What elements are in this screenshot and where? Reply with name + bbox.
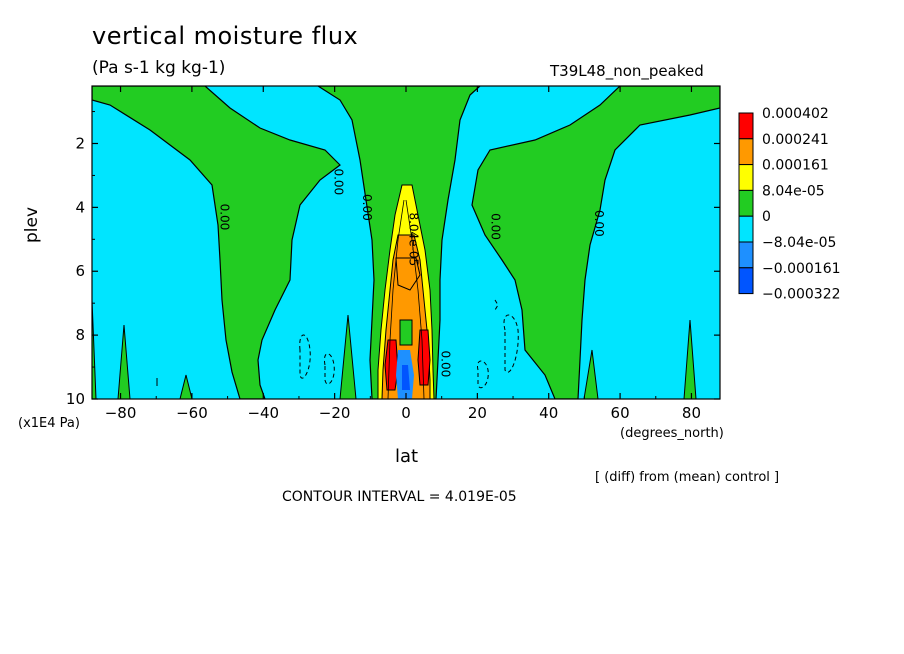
legend-swatch: [738, 241, 754, 269]
x-axis-label: lat: [395, 446, 419, 467]
x-tick-label: −40: [247, 404, 279, 422]
legend-level-label: 0.000241: [762, 132, 829, 148]
y-axis-unit: (x1E4 Pa): [18, 416, 80, 431]
legend-level-label: 0.000402: [762, 106, 829, 122]
x-axis: −80 −60 −40 −20 0 20 40 60 80: [105, 86, 701, 422]
run-name: T39L48_non_peaked: [550, 62, 704, 80]
neg-contour-4: [476, 360, 489, 389]
y-tick-label: 6: [75, 262, 85, 280]
y-axis: 2 4 6 8 10: [66, 111, 720, 408]
contour-label: 0.00: [332, 168, 346, 195]
spike-2: [179, 374, 193, 399]
spike-3: [339, 314, 357, 399]
y-tick-label: 2: [75, 134, 85, 152]
y-tick-label: 8: [75, 326, 85, 344]
pos-contour-inner: [405, 199, 425, 399]
contour-interval: CONTOUR INTERVAL = 4.019E-05: [282, 489, 517, 505]
contour-labels: 0.00 0.00 0.00 0.00 0.00 8.04e-05 0.00: [217, 168, 606, 377]
colorbar-legend: 0.000402 0.000241 0.000161 8.04e-05 0 −8.04e-…: [738, 106, 841, 303]
chart-title: vertical moisture flux: [92, 22, 359, 50]
positive-region-left: [92, 86, 341, 399]
legend-level-label: 0.000161: [762, 158, 829, 174]
x-axis-unit: (degrees_north): [620, 426, 724, 441]
contour-label: 0.00: [489, 213, 503, 240]
x-tick-label: −60: [176, 404, 208, 422]
spike-4: [583, 349, 599, 399]
contour-label: 8.04e-05: [407, 212, 421, 266]
y-tick-label: 4: [75, 198, 85, 216]
spike-6: [92, 299, 97, 399]
plot-area: [92, 86, 720, 399]
x-tick-label: 60: [611, 404, 630, 422]
y-tick-label: 10: [66, 390, 85, 408]
legend-level-label: −8.04e-05: [762, 235, 836, 251]
max-region-left: [384, 339, 399, 391]
contour-label: 0.00: [360, 194, 374, 221]
legend-level-label: −0.000322: [762, 287, 841, 303]
legend-level-label: −0.000161: [762, 261, 841, 277]
x-tick-label: 80: [682, 404, 701, 422]
x-tick-label: −80: [105, 404, 137, 422]
x-tick-label: 0: [401, 404, 411, 422]
x-tick-label: 40: [539, 404, 558, 422]
legend-level-label: 0: [762, 209, 771, 225]
pos-contour-inner-2: [387, 199, 405, 399]
max-region-right: [417, 329, 431, 386]
contour-label: 0.00: [439, 351, 453, 378]
spike-5: [683, 319, 697, 399]
neg-contour-3: [503, 314, 519, 373]
x-tick-label: 20: [468, 404, 487, 422]
legend-level-label: 8.04e-05: [762, 183, 825, 199]
legend-swatch: [738, 112, 754, 140]
contour-label: 0.00: [217, 204, 231, 231]
neg-contour-5: [494, 299, 499, 311]
legend-swatch: [738, 164, 754, 191]
legend-swatch: [738, 267, 754, 295]
legend-swatch: [738, 215, 754, 243]
legend-swatch: [738, 138, 754, 166]
positive-region-orange-peak: [395, 257, 421, 291]
x-tick-label: −20: [319, 404, 351, 422]
neg-contour-2: [323, 353, 335, 385]
diff-note: [ (diff) from (mean) control ]: [595, 470, 780, 485]
neg-contour-1: [299, 334, 311, 379]
spike-1: [117, 324, 131, 399]
positive-region-right: [471, 86, 720, 399]
legend-swatch: [738, 189, 754, 217]
contour-label: 0.00: [592, 210, 606, 237]
chart-units: (Pa s-1 kg kg-1): [92, 58, 226, 78]
min-region-center: [402, 365, 410, 390]
inner-streak: [399, 319, 413, 346]
